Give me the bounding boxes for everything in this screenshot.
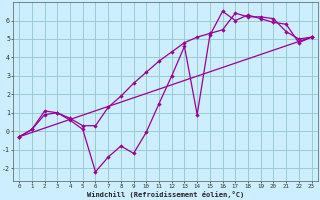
X-axis label: Windchill (Refroidissement éolien,°C): Windchill (Refroidissement éolien,°C) — [87, 191, 244, 198]
